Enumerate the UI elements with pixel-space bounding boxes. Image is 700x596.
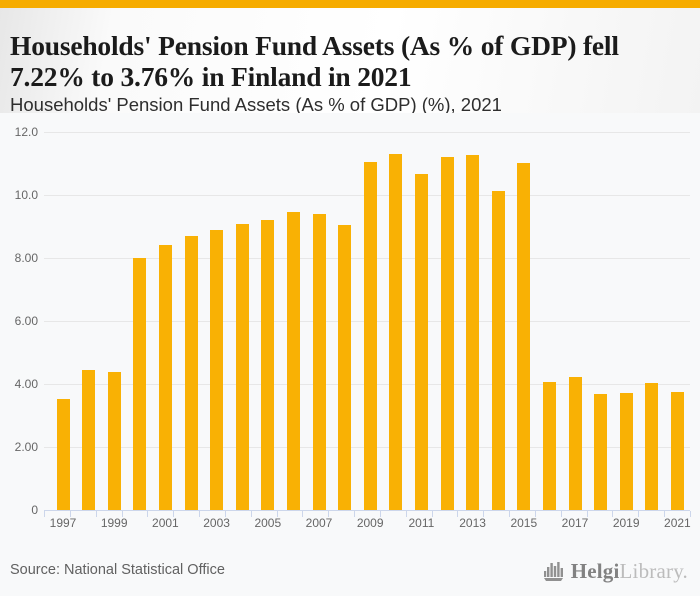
gridline-12 [44, 132, 690, 134]
logo-text-helgi: Helgi [570, 558, 620, 583]
bar-2009[interactable] [363, 162, 377, 510]
helgi-library-logo[interactable]: HelgiLibrary. [543, 556, 688, 586]
x-axis-tick [302, 511, 304, 517]
y-axis-label-10.0: 10.0 [14, 188, 38, 203]
bar-1999[interactable] [107, 371, 121, 510]
x-axis-label-2009: 2009 [356, 516, 384, 530]
bar-2011[interactable] [414, 173, 428, 510]
x-axis-tick [95, 511, 97, 517]
x-axis-label-2019: 2019 [612, 516, 640, 530]
bar-2007[interactable] [312, 213, 326, 510]
x-axis-tick [354, 511, 356, 517]
chart-plot-area: 12.0 10.0 8.00 6.00 4.00 2.00 0 1997 1999 2001 200… [0, 113, 700, 596]
bar-2013[interactable] [466, 154, 480, 510]
bar-2021[interactable] [670, 391, 684, 510]
x-axis-tick [44, 511, 45, 517]
logo-wordmark: HelgiLibrary. [571, 559, 688, 584]
bar-2003[interactable] [210, 230, 224, 510]
x-axis-tick [560, 511, 562, 517]
bar-2002[interactable] [184, 235, 198, 510]
x-axis-label-2001: 2001 [152, 516, 179, 530]
source-attribution: Source: National Statistical Office [10, 562, 225, 578]
x-axis-label-2003: 2003 [203, 516, 230, 530]
bar-2004[interactable] [235, 224, 249, 510]
bar-2015[interactable] [517, 162, 531, 510]
y-axis-label-8.00: 8.00 [14, 251, 38, 266]
x-axis-tick [405, 511, 407, 517]
x-axis-tick [276, 511, 278, 517]
y-axis-label-0: 0 [31, 503, 38, 517]
x-axis-tick [250, 511, 252, 517]
y-axis-label-2.00: 2.00 [14, 440, 38, 455]
x-axis-tick [483, 511, 485, 517]
x-axis-label-1997: 1997 [49, 516, 77, 530]
x-axis-label-2015: 2015 [510, 516, 538, 530]
chart-subtitle: Households' Pension Fund Assets (As % of… [10, 94, 502, 115]
chart-footer: Source: National Statistical Office Helg… [0, 545, 700, 596]
bar-2006[interactable] [286, 212, 300, 510]
x-axis-tick [586, 511, 588, 517]
y-axis-label-6.00: 6.00 [14, 314, 38, 329]
x-axis-tick [431, 511, 433, 517]
bar-2017[interactable] [568, 376, 582, 510]
x-axis-label-2011: 2011 [408, 516, 435, 530]
x-axis-label-2017: 2017 [561, 516, 589, 530]
x-axis-tick [328, 511, 330, 517]
x-axis-line [44, 510, 690, 511]
bar-2018[interactable] [594, 394, 608, 510]
bar-chart-logo-icon [543, 558, 566, 587]
brand-accent-strip [0, 0, 700, 8]
x-axis-tick [147, 511, 149, 517]
x-axis-tick [457, 511, 459, 517]
chart-title-line-1: Households' Pension Fund Assets (As % of… [10, 30, 619, 61]
x-axis-label-2007: 2007 [305, 516, 333, 530]
bar-2016[interactable] [542, 381, 556, 510]
bar-1997[interactable] [56, 398, 70, 510]
chart-header: Households' Pension Fund Assets (As % of… [0, 8, 700, 115]
x-axis-tick [69, 511, 71, 517]
logo-text-library: Library. [619, 558, 688, 583]
x-axis-label-2005: 2005 [254, 516, 282, 530]
x-axis-tick [534, 511, 536, 517]
x-axis-tick [224, 511, 226, 517]
x-axis-tick [664, 511, 666, 517]
x-axis-tick [509, 511, 511, 517]
y-axis-label-12.0: 12.0 [14, 125, 38, 140]
bar-2012[interactable] [440, 156, 454, 510]
bar-2001[interactable] [158, 245, 172, 510]
x-axis-label-1999: 1999 [100, 516, 128, 530]
x-axis-tick [638, 511, 640, 517]
x-axis-tick [612, 511, 614, 517]
bar-2014[interactable] [491, 190, 505, 510]
bar-2020[interactable] [645, 382, 659, 510]
x-axis-tick [199, 511, 201, 517]
bar-2000[interactable] [133, 258, 147, 510]
x-axis-label-2013: 2013 [459, 516, 486, 530]
bar-2019[interactable] [619, 392, 633, 510]
x-axis-tick [379, 511, 381, 517]
y-axis-label-4.00: 4.00 [14, 377, 38, 392]
bar-2010[interactable] [389, 153, 403, 510]
x-axis-tick [690, 511, 691, 517]
x-axis-label-2021: 2021 [664, 516, 691, 530]
bar-2008[interactable] [338, 224, 352, 510]
bar-2005[interactable] [261, 220, 275, 510]
bar-1998[interactable] [82, 369, 96, 510]
x-axis-tick [173, 511, 175, 517]
chart-title-line-2: 7.22% to 3.76% in Finland in 2021 [10, 61, 412, 92]
x-axis-tick [121, 511, 123, 517]
chart-title: Households' Pension Fund Assets (As % of… [10, 30, 690, 92]
